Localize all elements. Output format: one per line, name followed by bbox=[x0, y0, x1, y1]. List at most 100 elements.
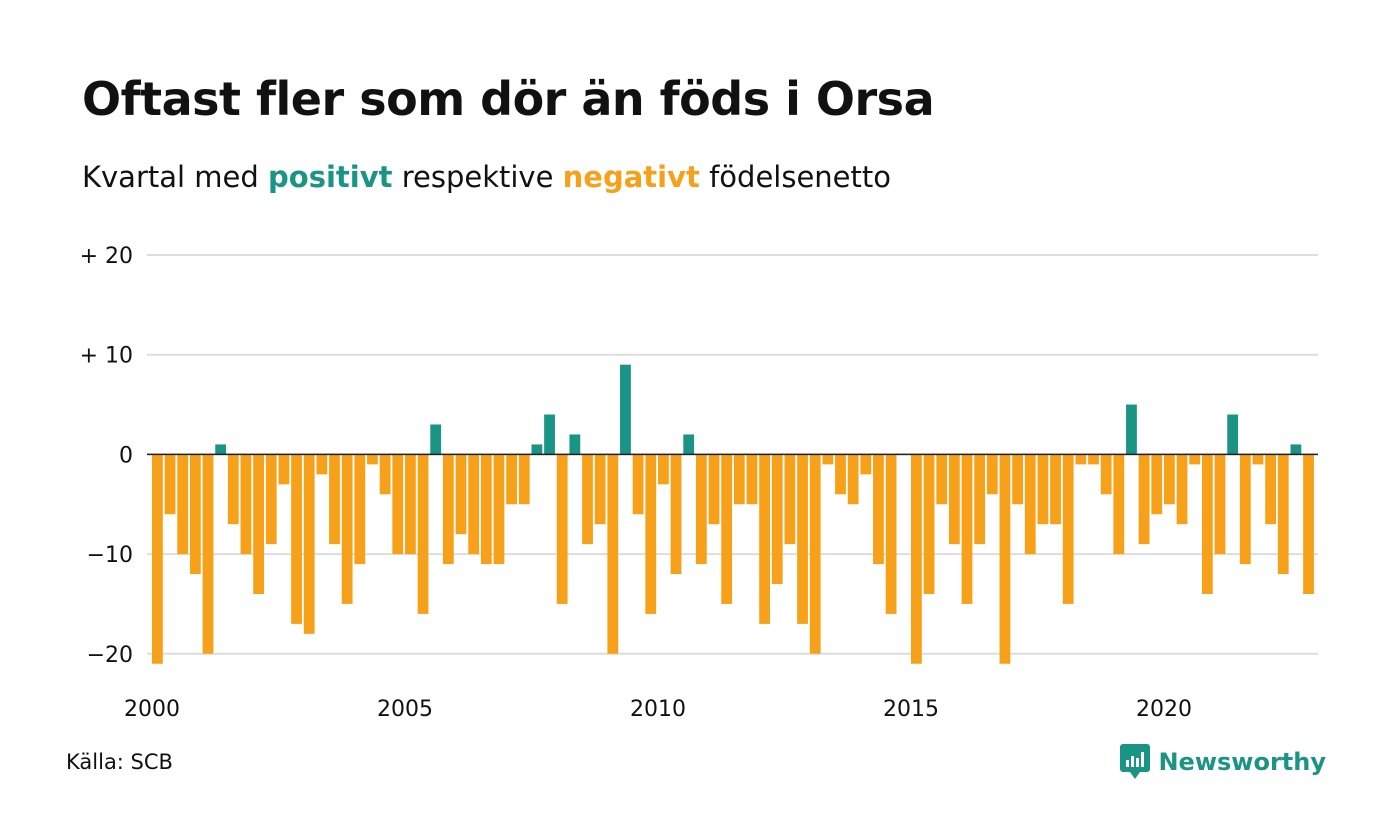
bar bbox=[784, 454, 796, 545]
bar bbox=[797, 454, 808, 624]
bar bbox=[202, 454, 214, 654]
bar bbox=[1303, 454, 1314, 594]
bar bbox=[632, 454, 644, 515]
bar bbox=[329, 454, 340, 545]
bar bbox=[1227, 414, 1239, 455]
bar bbox=[240, 454, 252, 555]
bar bbox=[1075, 454, 1087, 465]
x-tick-label: 2020 bbox=[1136, 697, 1192, 722]
bar bbox=[1265, 454, 1276, 525]
bar bbox=[303, 454, 315, 634]
bar bbox=[367, 454, 378, 465]
bar bbox=[544, 414, 555, 455]
bar bbox=[1214, 454, 1226, 555]
bar bbox=[708, 454, 720, 525]
x-tick-label: 2015 bbox=[883, 697, 939, 722]
source-note: Källa: SCB bbox=[66, 750, 173, 774]
bar bbox=[721, 454, 733, 604]
bar bbox=[771, 454, 783, 585]
bar bbox=[1126, 404, 1137, 455]
bar bbox=[253, 454, 264, 594]
bar bbox=[1037, 454, 1049, 525]
bar bbox=[582, 454, 593, 545]
bar bbox=[405, 454, 416, 555]
bar bbox=[1138, 454, 1150, 545]
bar bbox=[961, 454, 973, 604]
bar bbox=[809, 454, 821, 654]
bar bbox=[531, 444, 543, 455]
bar bbox=[442, 454, 454, 565]
bar bbox=[164, 454, 176, 515]
bar bbox=[759, 454, 770, 624]
bar bbox=[860, 454, 872, 475]
y-tick-label: −20 bbox=[87, 643, 133, 668]
chart-subtitle: Kvartal med positivt respektive negativt… bbox=[82, 160, 891, 194]
newsworthy-logo-icon bbox=[1120, 744, 1151, 779]
bar bbox=[1290, 444, 1302, 455]
bar bbox=[974, 454, 986, 545]
bar bbox=[227, 454, 239, 525]
bar bbox=[493, 454, 505, 565]
bar bbox=[1012, 454, 1023, 505]
bar bbox=[885, 454, 897, 614]
bar bbox=[658, 454, 669, 485]
bar bbox=[1252, 454, 1264, 465]
bar bbox=[278, 454, 290, 485]
subtitle-middle: respektive bbox=[401, 160, 554, 194]
bar bbox=[518, 454, 530, 505]
bar bbox=[177, 454, 189, 555]
bar bbox=[556, 454, 568, 604]
bar bbox=[683, 434, 695, 455]
bar bbox=[594, 454, 606, 525]
bar bbox=[392, 454, 404, 555]
bar bbox=[354, 454, 366, 565]
bar bbox=[480, 454, 492, 565]
bar bbox=[847, 454, 859, 505]
bar bbox=[1164, 454, 1175, 505]
bar bbox=[746, 454, 758, 505]
bar bbox=[506, 454, 517, 505]
bar bbox=[316, 454, 328, 475]
subtitle-negative-word: negativt bbox=[562, 160, 700, 194]
bar bbox=[620, 364, 631, 455]
bar bbox=[1201, 454, 1213, 594]
bar bbox=[1024, 454, 1036, 555]
bar bbox=[733, 454, 745, 505]
y-tick-label: −10 bbox=[87, 543, 133, 568]
subtitle-after: födelsenetto bbox=[709, 160, 891, 194]
bar bbox=[873, 454, 884, 565]
bar bbox=[835, 454, 846, 495]
bar bbox=[607, 454, 619, 654]
bar bbox=[695, 454, 707, 565]
bar bbox=[1088, 454, 1099, 465]
bar bbox=[911, 454, 922, 664]
bar bbox=[670, 454, 682, 575]
bar bbox=[215, 444, 227, 455]
bar bbox=[822, 454, 834, 465]
bar bbox=[430, 424, 442, 455]
bar bbox=[1239, 454, 1251, 565]
bar bbox=[923, 454, 935, 594]
bar bbox=[936, 454, 948, 505]
bar bbox=[999, 454, 1011, 664]
bar bbox=[1277, 454, 1289, 575]
bar bbox=[1113, 454, 1125, 555]
x-tick-label: 2000 bbox=[124, 697, 180, 722]
bar bbox=[455, 454, 467, 535]
bar bbox=[1189, 454, 1201, 465]
bar bbox=[645, 454, 657, 614]
bar bbox=[948, 454, 960, 545]
y-tick-label: 0 bbox=[119, 443, 133, 468]
bar bbox=[417, 454, 429, 614]
bar bbox=[152, 454, 163, 664]
bar bbox=[265, 454, 277, 545]
x-tick-label: 2010 bbox=[630, 697, 686, 722]
subtitle-positive-word: positivt bbox=[268, 160, 393, 194]
bar bbox=[569, 434, 581, 455]
bar bbox=[341, 454, 353, 604]
chart-title: Oftast fler som dör än föds i Orsa bbox=[82, 72, 935, 126]
brand-logo: Newsworthy bbox=[1120, 744, 1326, 780]
bar bbox=[291, 454, 302, 624]
bar bbox=[1176, 454, 1188, 525]
